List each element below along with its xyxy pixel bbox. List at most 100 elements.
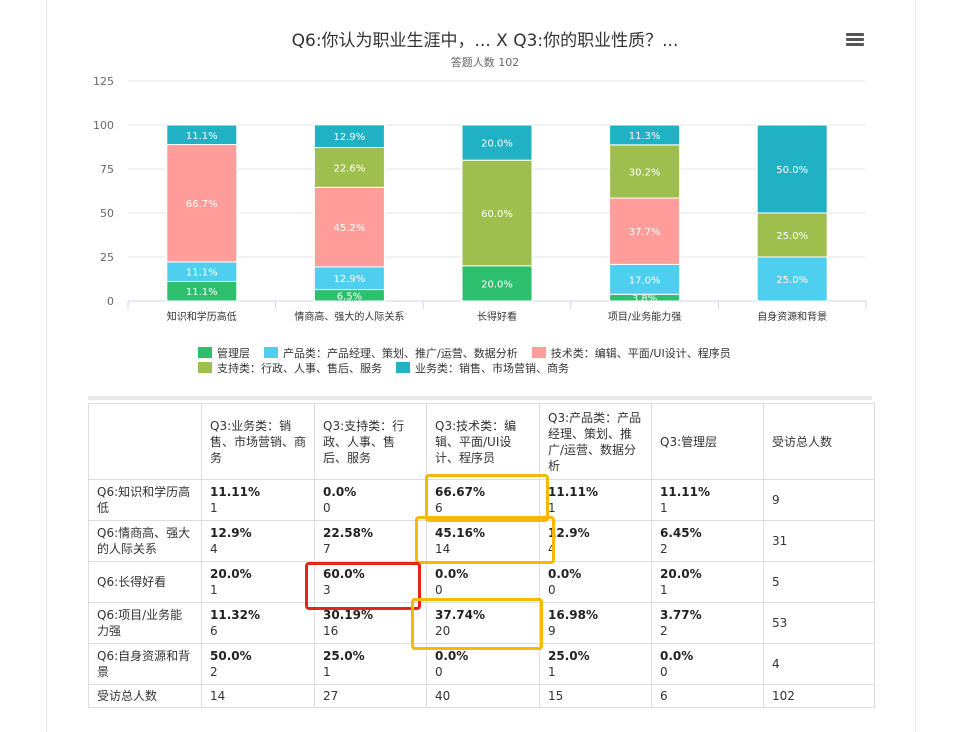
legend-row: 支持类：行政、人事、售后、服务 业务类：销售、市场营销、商务 bbox=[198, 361, 818, 376]
cell-count: 2 bbox=[660, 542, 668, 556]
legend-item[interactable]: 支持类：行政、人事、售后、服务 bbox=[198, 361, 382, 376]
table-cell: 12.9% 4 bbox=[201, 520, 315, 562]
table-row: Q6:情商高、强大的人际关系 12.9% 4 22.58% 7 45.16% 14 12.9%… bbox=[88, 520, 875, 562]
cell-count: 0 bbox=[323, 501, 331, 515]
table-cell: 25.0% 1 bbox=[314, 643, 427, 685]
legend-label: 技术类：编辑、平面/UI设计、程序员 bbox=[550, 347, 731, 360]
row-label: Q6:长得好看 bbox=[88, 561, 202, 603]
y-tick-label: 100 bbox=[93, 119, 114, 132]
data-label: 60.0% bbox=[481, 209, 513, 220]
data-label: 22.6% bbox=[334, 163, 366, 174]
table-cell: 0.0% 0 bbox=[426, 643, 540, 685]
stacked-bar-chart: 0 25 50 75 100 125 11.1% 11.1% 66.7% 11.1% 知识和学历高低… bbox=[93, 75, 867, 323]
cell-percentage: 11.11% bbox=[210, 485, 260, 499]
table-cell: 50.0% 2 bbox=[201, 643, 315, 685]
legend-item[interactable]: 产品类：产品经理、策划、推广/运营、数据分析 bbox=[264, 346, 518, 361]
cell-count: 6 bbox=[435, 501, 443, 515]
cell-percentage: 0.0% bbox=[548, 567, 582, 581]
legend-swatch bbox=[198, 362, 212, 373]
bar-segment bbox=[461, 124, 533, 161]
footer-cell: 40 bbox=[426, 684, 540, 708]
data-label: 3.8% bbox=[632, 294, 657, 305]
y-tick-label: 75 bbox=[100, 163, 114, 176]
column-header: Q3:管理层 bbox=[651, 403, 764, 480]
table-cell: 22.58% 7 bbox=[314, 520, 427, 562]
cell-count: 7 bbox=[323, 542, 331, 556]
row-total: 53 bbox=[763, 602, 875, 644]
cell-count: 4 bbox=[548, 542, 556, 556]
legend-item[interactable]: 技术类：编辑、平面/UI设计、程序员 bbox=[531, 346, 731, 361]
data-label: 50.0% bbox=[776, 165, 808, 176]
table-row: Q6:长得好看 20.0% 1 60.0% 3 0.0% 0 0.0% 0 20.0% 1 5 bbox=[88, 561, 875, 603]
data-label: 20.0% bbox=[481, 139, 513, 150]
legend-item[interactable]: 管理层 bbox=[198, 346, 250, 361]
legend-swatch bbox=[198, 347, 212, 358]
row-label: Q6:知识和学历高低 bbox=[88, 479, 202, 521]
cell-count: 2 bbox=[210, 665, 218, 679]
legend-row: 管理层 产品类：产品经理、策划、推广/运营、数据分析 技术类：编辑、平面/UI设计、… bbox=[198, 346, 818, 361]
footer-cell: 6 bbox=[651, 684, 764, 708]
data-label: 11.1% bbox=[186, 287, 218, 298]
table-cell: 66.67% 6 bbox=[426, 479, 540, 521]
chart-legend: 管理层 产品类：产品经理、策划、推广/运营、数据分析 技术类：编辑、平面/UI设计、… bbox=[198, 346, 818, 376]
table-cell: 11.11% 1 bbox=[651, 479, 764, 521]
bar-segment bbox=[313, 147, 385, 188]
y-tick-label: 125 bbox=[93, 75, 114, 88]
cell-percentage: 25.0% bbox=[548, 649, 590, 663]
bar-segment bbox=[166, 144, 238, 263]
table-cell: 0.0% 0 bbox=[426, 561, 540, 603]
data-label: 30.2% bbox=[629, 167, 661, 178]
table-cell: 0.0% 0 bbox=[539, 561, 652, 603]
table-cell: 30.19% 16 bbox=[314, 602, 427, 644]
table-cell: 3.77% 2 bbox=[651, 602, 764, 644]
row-label: Q6:情商高、强大的人际关系 bbox=[88, 520, 202, 562]
footer-cell: 14 bbox=[201, 684, 315, 708]
legend-item[interactable]: 业务类：销售、市场营销、商务 bbox=[396, 361, 569, 376]
row-label: Q6:项目/业务能力强 bbox=[88, 602, 202, 644]
cell-percentage: 0.0% bbox=[435, 567, 469, 581]
legend-swatch bbox=[531, 347, 546, 358]
row-total: 5 bbox=[763, 561, 875, 603]
x-tick-label: 知识和学历高低 bbox=[167, 310, 237, 323]
cell-percentage: 0.0% bbox=[323, 485, 357, 499]
cell-count: 0 bbox=[660, 665, 668, 679]
cell-percentage: 0.0% bbox=[435, 649, 469, 663]
footer-cell: 15 bbox=[539, 684, 652, 708]
cell-count: 16 bbox=[323, 624, 339, 638]
bar-segment bbox=[166, 124, 238, 146]
cell-count: 0 bbox=[435, 665, 443, 679]
bar-segment bbox=[609, 124, 681, 146]
cell-count: 9 bbox=[548, 624, 556, 638]
legend-label: 支持类：行政、人事、售后、服务 bbox=[217, 362, 382, 375]
legend-label: 管理层 bbox=[217, 347, 250, 360]
x-tick-label: 自身资源和背景 bbox=[757, 310, 827, 323]
data-label: 45.2% bbox=[334, 223, 366, 234]
cell-count: 1 bbox=[210, 501, 218, 515]
cell-percentage: 60.0% bbox=[323, 567, 365, 581]
data-label: 12.9% bbox=[334, 274, 366, 285]
footer-cell: 102 bbox=[763, 684, 875, 708]
table-row: Q6:知识和学历高低 11.11% 1 0.0% 0 66.67% 6 11.11% 1 11.1… bbox=[88, 479, 875, 521]
x-tick-label: 长得好看 bbox=[477, 310, 517, 323]
cell-percentage: 12.9% bbox=[548, 526, 590, 540]
chart-subtitle: 答题人数 102 bbox=[450, 56, 520, 69]
legend-label: 业务类：销售、市场营销、商务 bbox=[415, 362, 569, 375]
column-header: Q3:业务类：销售、市场营销、商务 bbox=[201, 403, 315, 480]
row-label: Q6:自身资源和背景 bbox=[88, 643, 202, 685]
menu-icon[interactable] bbox=[846, 33, 864, 47]
cell-percentage: 25.0% bbox=[323, 649, 365, 663]
x-tick-label: 项目/业务能力强 bbox=[608, 310, 681, 323]
footer-cell: 27 bbox=[314, 684, 427, 708]
cell-count: 1 bbox=[548, 501, 556, 515]
table-cell: 60.0% 3 bbox=[314, 561, 427, 603]
cell-count: 6 bbox=[210, 624, 218, 638]
table-cell: 11.11% 1 bbox=[201, 479, 315, 521]
cell-count: 1 bbox=[323, 665, 331, 679]
cell-count: 1 bbox=[660, 501, 668, 515]
data-label: 25.0% bbox=[776, 231, 808, 242]
table-cell: 12.9% 4 bbox=[539, 520, 652, 562]
cell-percentage: 45.16% bbox=[435, 526, 485, 540]
table-cell: 45.16% 14 bbox=[426, 520, 540, 562]
table-cell: 20.0% 1 bbox=[651, 561, 764, 603]
chart-title: Q6:你认为职业生涯中，... X Q3:你的职业性质？... bbox=[291, 31, 679, 51]
